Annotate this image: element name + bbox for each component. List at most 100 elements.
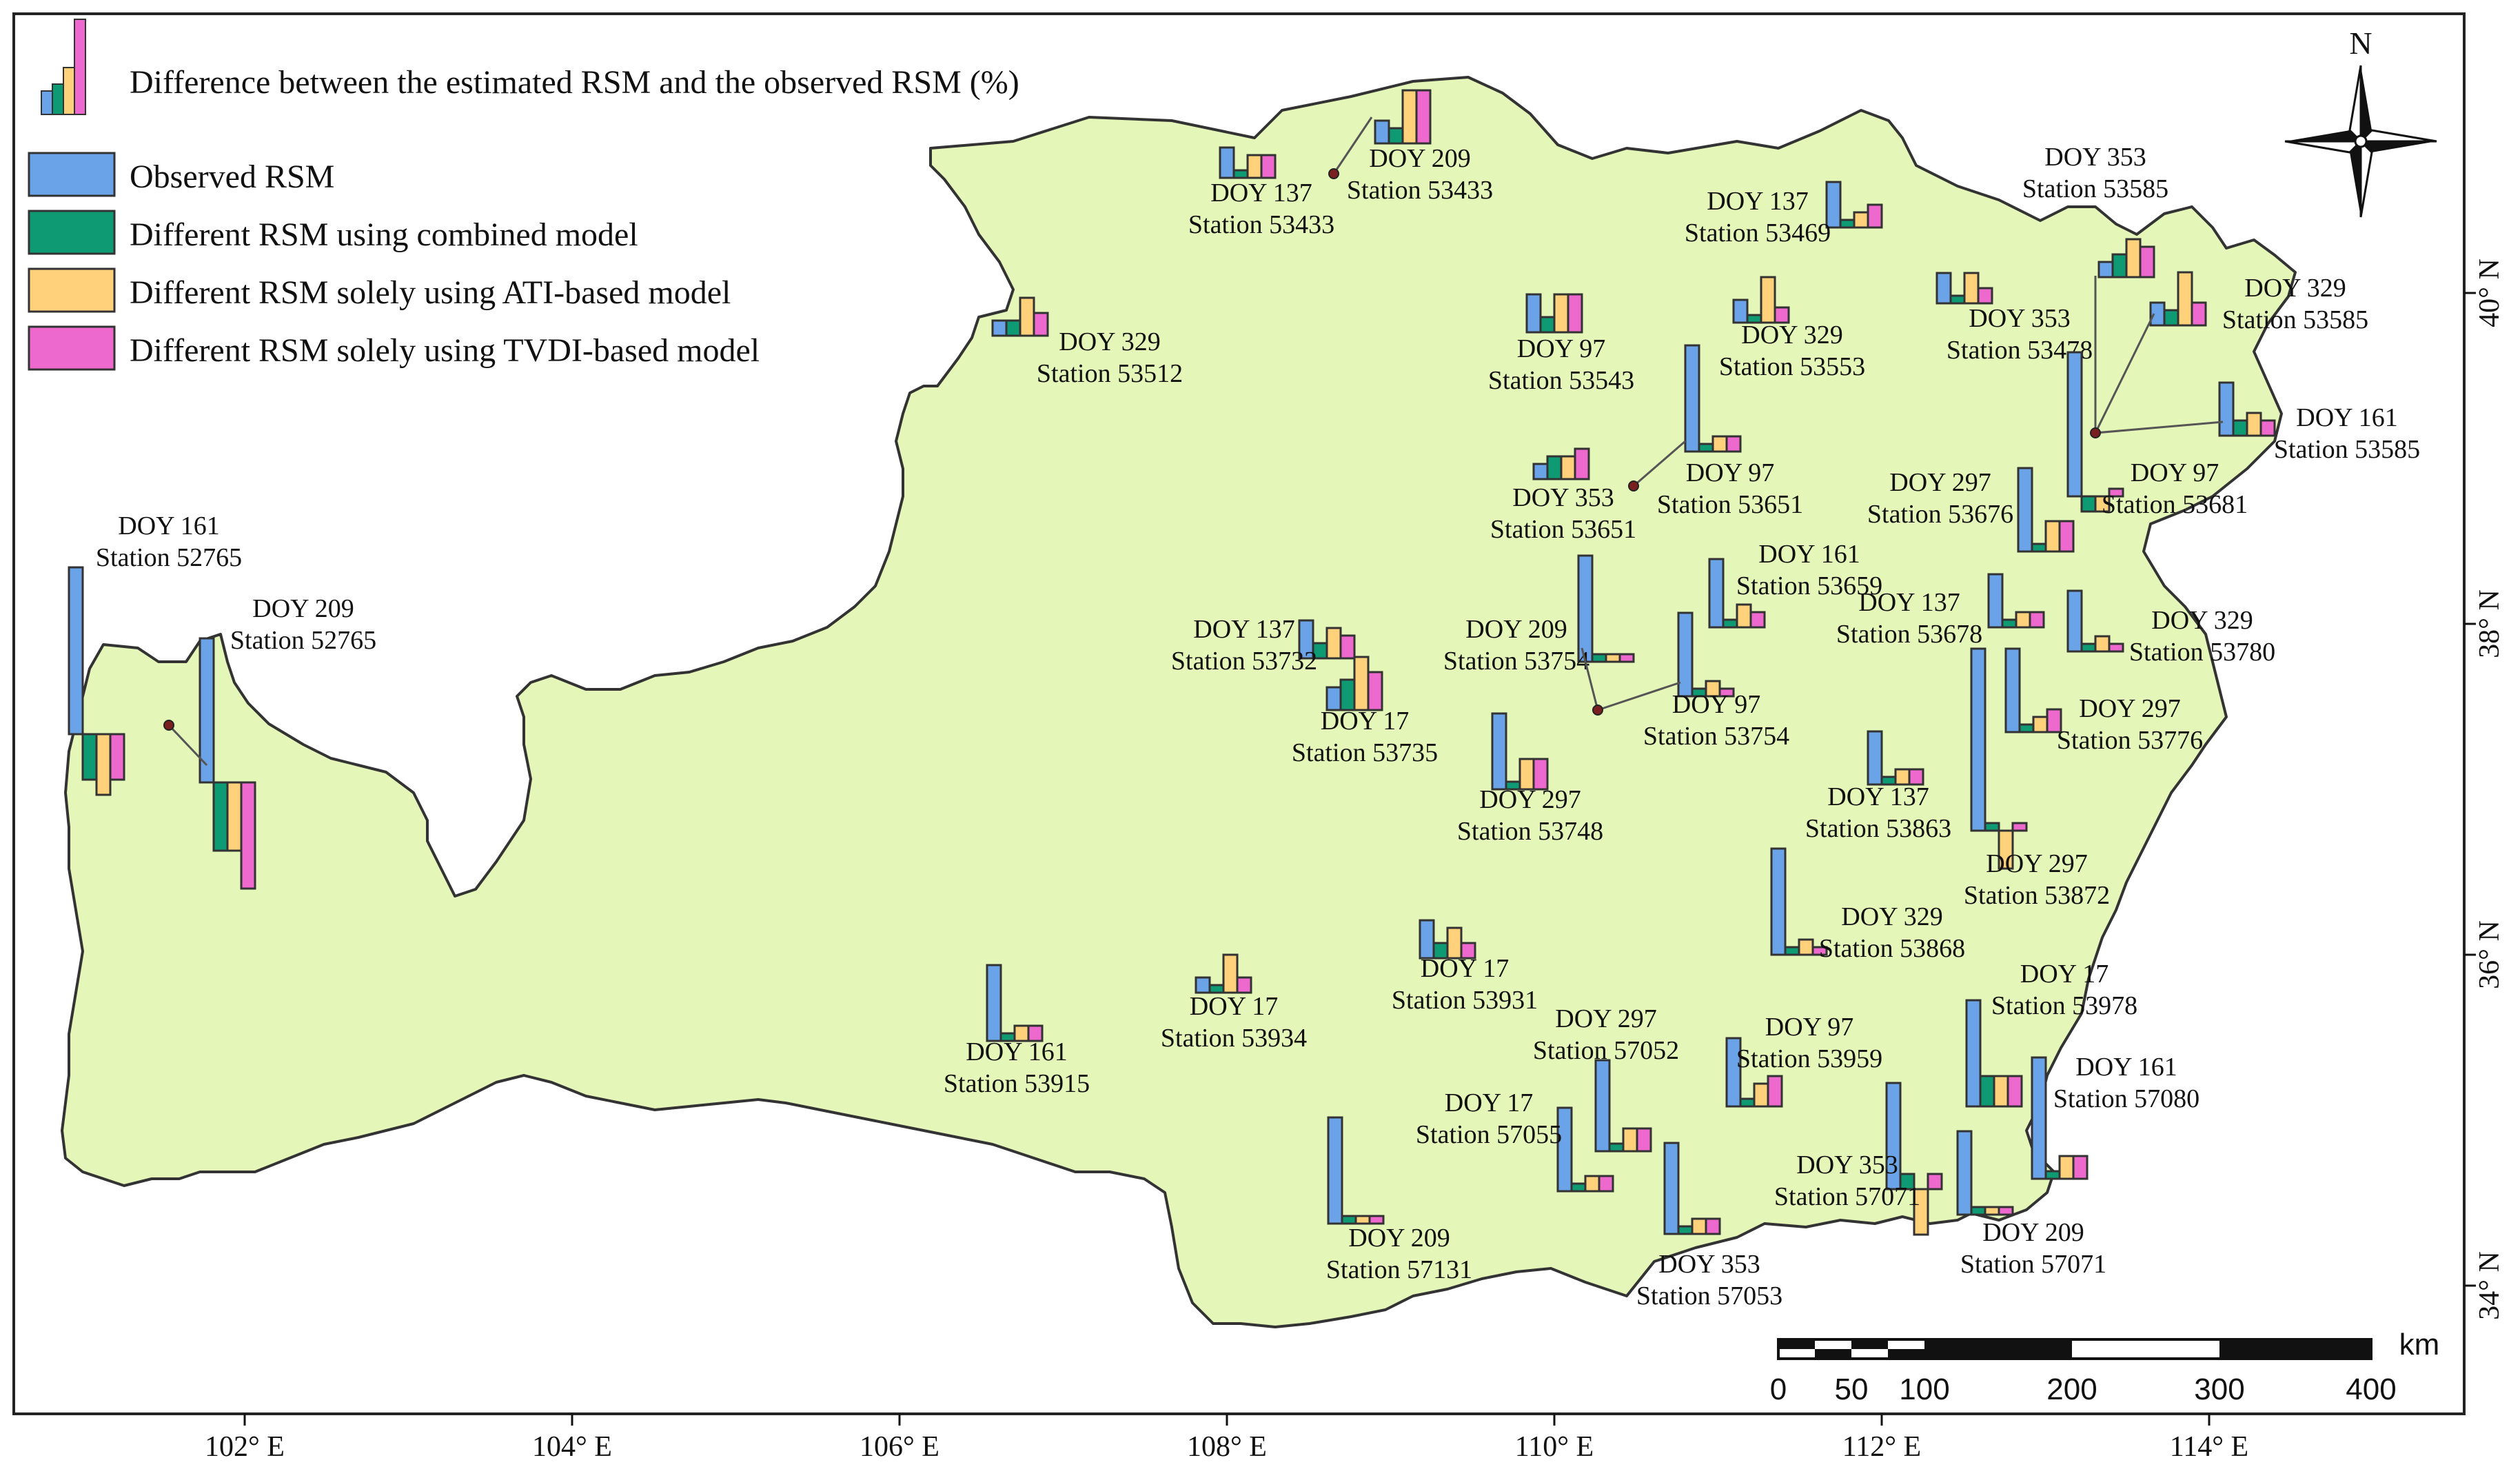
bar-tvdi bbox=[1977, 287, 1993, 305]
station-doy-label: DOY 97 bbox=[1765, 1013, 1853, 1042]
bar-observed bbox=[2218, 381, 2235, 437]
bar-combined bbox=[1839, 219, 1856, 229]
bar-tvdi bbox=[1618, 653, 1635, 663]
bar-ati bbox=[1605, 653, 1621, 663]
station-id-label: Station 57071 bbox=[1774, 1182, 1920, 1211]
bar-combined bbox=[1984, 822, 2000, 832]
bar-ati bbox=[1760, 276, 1776, 324]
station-doy-label: DOY 209 bbox=[1465, 615, 1567, 644]
station-leader-line bbox=[167, 724, 208, 767]
station-id-label: Station 57055 bbox=[1416, 1120, 1562, 1149]
longitude-label: 106° E bbox=[860, 1431, 939, 1463]
station-chart: DOY 137 Station 53678 bbox=[1836, 573, 2045, 649]
station-doy-label: DOY 17 bbox=[1321, 707, 1409, 736]
longitude-label: 114° E bbox=[2170, 1431, 2248, 1463]
station-id-label: Station 53585 bbox=[2022, 174, 2168, 203]
legend-label-observed: Observed RSM bbox=[130, 159, 334, 195]
study-region bbox=[61, 76, 2297, 1328]
bar-tvdi bbox=[1367, 671, 1383, 711]
station-id-label: Station 53915 bbox=[944, 1069, 1090, 1098]
bar-ati bbox=[2177, 271, 2193, 327]
station-chart: DOY 353 Station 53651 bbox=[1490, 447, 1636, 544]
bar-observed bbox=[2097, 261, 2114, 278]
bar-ati bbox=[1584, 1175, 1601, 1193]
bar-combined bbox=[1539, 316, 1556, 334]
bar-tvdi bbox=[1339, 634, 1356, 660]
station-doy-label: DOY 97 bbox=[1686, 458, 1774, 487]
bar-combined bbox=[2018, 723, 2035, 733]
station-id-label: Station 57131 bbox=[1326, 1255, 1472, 1284]
bar-observed bbox=[1219, 146, 1235, 179]
bar-ati bbox=[2044, 520, 2061, 553]
bar-combined bbox=[2001, 618, 2018, 629]
bar-tvdi bbox=[109, 733, 125, 781]
bar-observed bbox=[2004, 647, 2021, 733]
station-doy-label: DOY 353 bbox=[1796, 1151, 1898, 1179]
bar-observed bbox=[1419, 919, 1435, 960]
station-chart: DOY 137 Station 53863 bbox=[1805, 730, 1951, 843]
legend-label-tvdi: Different RSM solely using TVDI-based mo… bbox=[130, 332, 760, 369]
bar-ati bbox=[2125, 238, 2142, 278]
station-doy-label: DOY 209 bbox=[1982, 1218, 2084, 1247]
bar-ati bbox=[1353, 656, 1370, 711]
station-id-label: Station 57053 bbox=[1636, 1281, 1782, 1310]
station-id-label: Station 53681 bbox=[2102, 490, 2248, 519]
bar-tvdi bbox=[2011, 822, 2028, 832]
bar-tvdi bbox=[2139, 245, 2155, 278]
station-chart: DOY 297 Station 53872 bbox=[1964, 647, 2110, 910]
bar-observed bbox=[68, 566, 84, 736]
legend-swatch-tvdi bbox=[28, 325, 116, 371]
station-chart: DOY 329 Station 53780 bbox=[2066, 589, 2275, 667]
bar-combined bbox=[1784, 946, 1800, 956]
station-id-label: Station 53732 bbox=[1171, 647, 1317, 676]
bar-combined bbox=[2163, 309, 2179, 327]
latitude-label: 38° N bbox=[2474, 589, 2506, 658]
station-chart: DOY 137 Station 53433 bbox=[1188, 146, 1334, 239]
station-id-label: Station 53754 bbox=[1643, 722, 1789, 751]
station-doy-label: DOY 97 bbox=[2131, 458, 2219, 487]
bar-tvdi bbox=[2259, 419, 2276, 437]
station-doy-label: DOY 161 bbox=[1758, 540, 1860, 569]
station-doy-label: DOY 209 bbox=[1348, 1224, 1450, 1253]
station-doy-label: DOY 97 bbox=[1672, 690, 1760, 719]
bar-tvdi bbox=[2029, 611, 2045, 629]
bar-combined bbox=[2031, 543, 2047, 553]
bar-observed bbox=[1327, 1116, 1343, 1225]
station-doy-label: DOY 353 bbox=[1969, 304, 2070, 333]
bar-tvdi bbox=[1705, 1217, 1721, 1235]
station-id-label: Station 53433 bbox=[1347, 176, 1493, 205]
station-doy-label: DOY 297 bbox=[1555, 1004, 1656, 1033]
bar-ati bbox=[1691, 1217, 1707, 1235]
bar-combined bbox=[81, 733, 98, 781]
bar-combined bbox=[1608, 1142, 1625, 1153]
station-doy-label: DOY 17 bbox=[1190, 992, 1278, 1021]
station-chart: DOY 209 Station 57071 bbox=[1956, 1130, 2106, 1279]
bar-tvdi bbox=[1260, 154, 1277, 179]
bar-observed bbox=[1663, 1142, 1680, 1235]
bar-tvdi bbox=[2058, 520, 2075, 553]
longitude-label: 102° E bbox=[205, 1431, 285, 1463]
station-id-label: Station 53868 bbox=[1819, 934, 1965, 963]
bar-tvdi bbox=[1867, 203, 1883, 229]
station-chart: DOY 329 Station 53553 bbox=[1719, 276, 1865, 381]
station-id-label: Station 53678 bbox=[1836, 620, 1982, 649]
station-charts: DOY 161 Station 52765 DOY 209 Station 52765… bbox=[68, 89, 2420, 1310]
bar-observed bbox=[1491, 712, 1507, 791]
station-chart: DOY 161 Station 53915 bbox=[944, 964, 1090, 1098]
bar-tvdi bbox=[2108, 642, 2124, 653]
bar-ati bbox=[1560, 455, 1576, 480]
bar-observed bbox=[1867, 730, 1883, 786]
bar-ati bbox=[2058, 1155, 2075, 1180]
station-marker bbox=[1628, 480, 1639, 492]
station-doy-label: DOY 97 bbox=[1517, 334, 1605, 363]
station-id-label: Station 53585 bbox=[2222, 305, 2368, 334]
bar-ati bbox=[2094, 635, 2111, 653]
bar-combined bbox=[1949, 294, 1966, 305]
bar-ati bbox=[1354, 1215, 1371, 1225]
bar-ati bbox=[1325, 627, 1342, 660]
bar-combined bbox=[1739, 1097, 1756, 1108]
